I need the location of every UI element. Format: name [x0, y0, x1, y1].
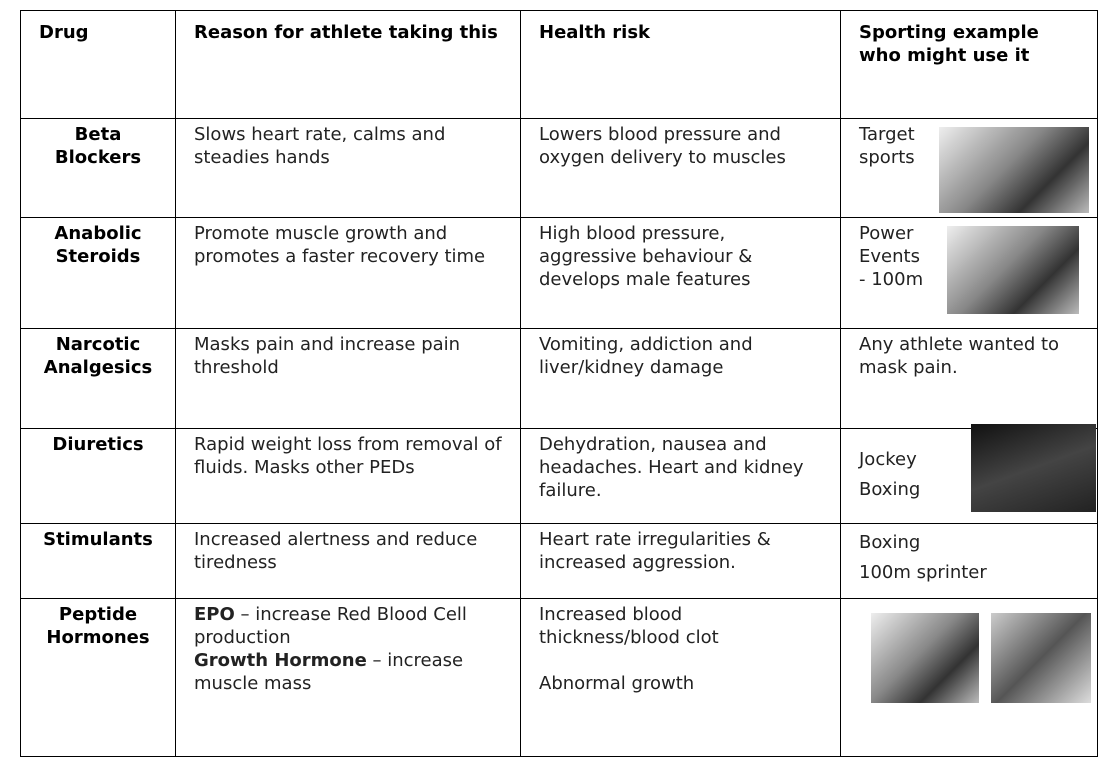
drug: Stimulants	[21, 524, 176, 599]
reason: Masks pain and increase pain threshold	[176, 329, 521, 429]
reason: EPO – increase Red Blood Cell production…	[176, 599, 521, 757]
row: Beta Blockers Slows heart rate, calms an…	[21, 119, 1098, 218]
drug: Peptide Hormones	[21, 599, 176, 757]
example-line: Power Events - 100m	[859, 222, 929, 291]
header-cell: Reason for athlete taking this	[176, 11, 521, 119]
risk-line: Abnormal growth	[539, 672, 822, 695]
risk: Increased blood thickness/blood clot Abno…	[521, 599, 841, 757]
header-row: Drug Reason for athlete taking this Heal…	[21, 11, 1098, 119]
header-cell: Sporting example who might use it	[841, 11, 1098, 119]
row: Anabolic Steroids Promote muscle growth …	[21, 218, 1098, 329]
photo	[971, 424, 1096, 512]
drug: Beta Blockers	[21, 119, 176, 218]
example-line: Boxing	[859, 528, 1079, 558]
header-cell: Drug	[21, 11, 176, 119]
reason: Promote muscle growth and promotes a fas…	[176, 218, 521, 329]
photo	[939, 127, 1089, 213]
drug: Anabolic Steroids	[21, 218, 176, 329]
reason: Increased alertness and reduce tiredness	[176, 524, 521, 599]
bold-term: Growth Hormone	[194, 650, 367, 671]
risk: Dehydration, nausea and headaches. Heart…	[521, 429, 841, 524]
example-line: 100m sprinter	[859, 558, 1079, 588]
text: – increase Red Blood Cell production	[194, 604, 467, 648]
example: Power Events - 100m	[841, 218, 1098, 329]
drug: Diuretics	[21, 429, 176, 524]
row: Stimulants Increased alertness and reduc…	[21, 524, 1098, 599]
reason-line: EPO – increase Red Blood Cell production	[194, 603, 502, 649]
example-line: Target sports	[859, 123, 939, 169]
bold-term: EPO	[194, 604, 235, 625]
risk: Heart rate irregularities & increased ag…	[521, 524, 841, 599]
example: Any athlete wanted to mask pain.	[841, 329, 1098, 429]
row: Diuretics Rapid weight loss from removal…	[21, 429, 1098, 524]
reason: Rapid weight loss from removal of fluids…	[176, 429, 521, 524]
risk: Vomiting, addiction and liver/kidney dam…	[521, 329, 841, 429]
photo	[947, 226, 1079, 314]
ped-table: Drug Reason for athlete taking this Heal…	[20, 10, 1098, 757]
risk-line: Increased blood thickness/blood clot	[539, 603, 822, 649]
photo	[871, 613, 979, 703]
example: Target sports	[841, 119, 1098, 218]
row: Narcotic Analgesics Masks pain and incre…	[21, 329, 1098, 429]
risk: High blood pressure, aggressive behaviou…	[521, 218, 841, 329]
reason: Slows heart rate, calms and steadies han…	[176, 119, 521, 218]
page: Drug Reason for athlete taking this Heal…	[0, 0, 1119, 756]
header-cell: Health risk	[521, 11, 841, 119]
photo	[991, 613, 1091, 703]
reason-line: Growth Hormone – increase muscle mass	[194, 649, 502, 695]
risk: Lowers blood pressure and oxygen deliver…	[521, 119, 841, 218]
row: Peptide Hormones EPO – increase Red Bloo…	[21, 599, 1098, 757]
drug: Narcotic Analgesics	[21, 329, 176, 429]
example	[841, 599, 1098, 757]
